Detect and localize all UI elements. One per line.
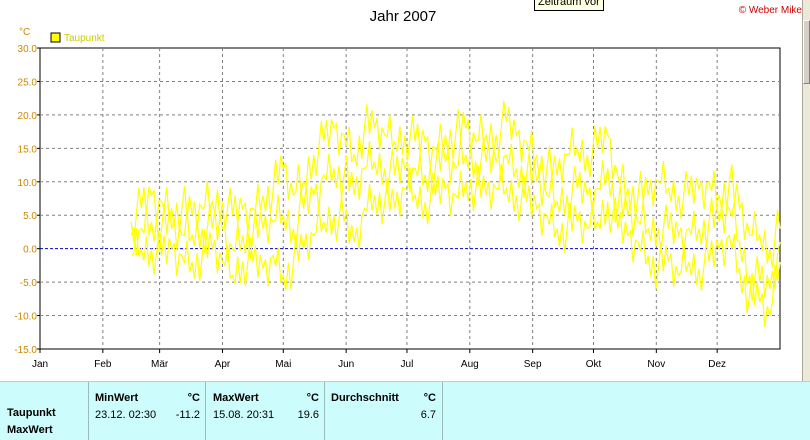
x-tick-label: Mai bbox=[275, 359, 291, 370]
x-tick-label: Aug bbox=[461, 359, 479, 370]
y-tick-label: -10.0 bbox=[14, 312, 37, 323]
x-tick-label: Jul bbox=[401, 359, 414, 370]
stats-col-minwert: MinWert °C 23.12. 02:30 -11.2 bbox=[88, 382, 205, 440]
x-tick-label: Feb bbox=[94, 359, 112, 370]
maxwert-unit: °C bbox=[306, 392, 319, 404]
stats-col-maxwert: MaxWert °C 15.08. 20:31 19.6 bbox=[205, 382, 324, 440]
scrollbar[interactable] bbox=[802, 0, 810, 381]
series-line-min bbox=[130, 164, 781, 327]
x-tick-label: Okt bbox=[586, 359, 602, 370]
y-tick-label: 10.0 bbox=[18, 178, 38, 189]
durchschnitt-header: Durchschnitt bbox=[331, 392, 399, 404]
plot-area bbox=[39, 47, 781, 350]
y-tick-label: 25.0 bbox=[18, 77, 38, 88]
x-tick-label: Jan bbox=[32, 359, 48, 370]
minwert-header: MinWert bbox=[95, 392, 139, 404]
x-tick-label: Apr bbox=[215, 359, 231, 370]
y-tick-label: 20.0 bbox=[18, 111, 38, 122]
y-tick-label: 5.0 bbox=[23, 211, 37, 222]
copyright: © Weber Mike bbox=[738, 5, 802, 16]
stats-row-label-maxwert: MaxWert bbox=[7, 424, 53, 436]
minwert-datetime: 23.12. 02:30 bbox=[95, 409, 157, 421]
y-tick-label: 15.0 bbox=[18, 144, 38, 155]
series-line-max bbox=[130, 100, 781, 268]
y-tick-label: 30.0 bbox=[18, 44, 38, 55]
chart: Jahr 2007 °C Taupunkt 30.0 25.0 20.0 15.0 10… bbox=[14, 8, 781, 370]
x-tick-label: Mär bbox=[151, 359, 169, 370]
y-tick-label: 0.0 bbox=[23, 245, 37, 256]
stats-col-durchschnitt: Durchschnitt °C 6.7 bbox=[324, 382, 443, 440]
x-tick-label: Sep bbox=[524, 359, 542, 370]
series-line-avg bbox=[130, 137, 781, 302]
y-axis-unit: °C bbox=[19, 27, 30, 38]
x-tick-label: Nov bbox=[647, 359, 665, 370]
durchschnitt-unit: °C bbox=[423, 392, 436, 404]
x-tick-label: Jun bbox=[338, 359, 354, 370]
chart-title: Jahr 2007 bbox=[370, 8, 437, 25]
maxwert-datetime: 15.08. 20:31 bbox=[213, 409, 275, 421]
scrollbar-thumb[interactable] bbox=[803, 20, 810, 84]
durchschnitt-value: 6.7 bbox=[420, 409, 436, 421]
stats-row-label-taupunkt: Taupunkt bbox=[7, 407, 56, 419]
legend-label: Taupunkt bbox=[64, 33, 105, 44]
legend-swatch bbox=[50, 32, 61, 43]
minwert-value: -11.2 bbox=[175, 409, 200, 421]
y-tick-label: -15.0 bbox=[14, 345, 37, 356]
legend: Taupunkt bbox=[50, 32, 105, 44]
maxwert-value: 19.6 bbox=[297, 409, 319, 421]
maxwert-header: MaxWert bbox=[213, 392, 259, 404]
minwert-unit: °C bbox=[187, 392, 200, 404]
tooltip: Zeitraum vor bbox=[534, 0, 604, 11]
y-tick-label: -5.0 bbox=[20, 278, 38, 289]
stats-panel: Taupunkt MaxWert MinWert °C 23.12. 02:30… bbox=[0, 381, 810, 440]
x-tick-label: Dez bbox=[708, 359, 726, 370]
